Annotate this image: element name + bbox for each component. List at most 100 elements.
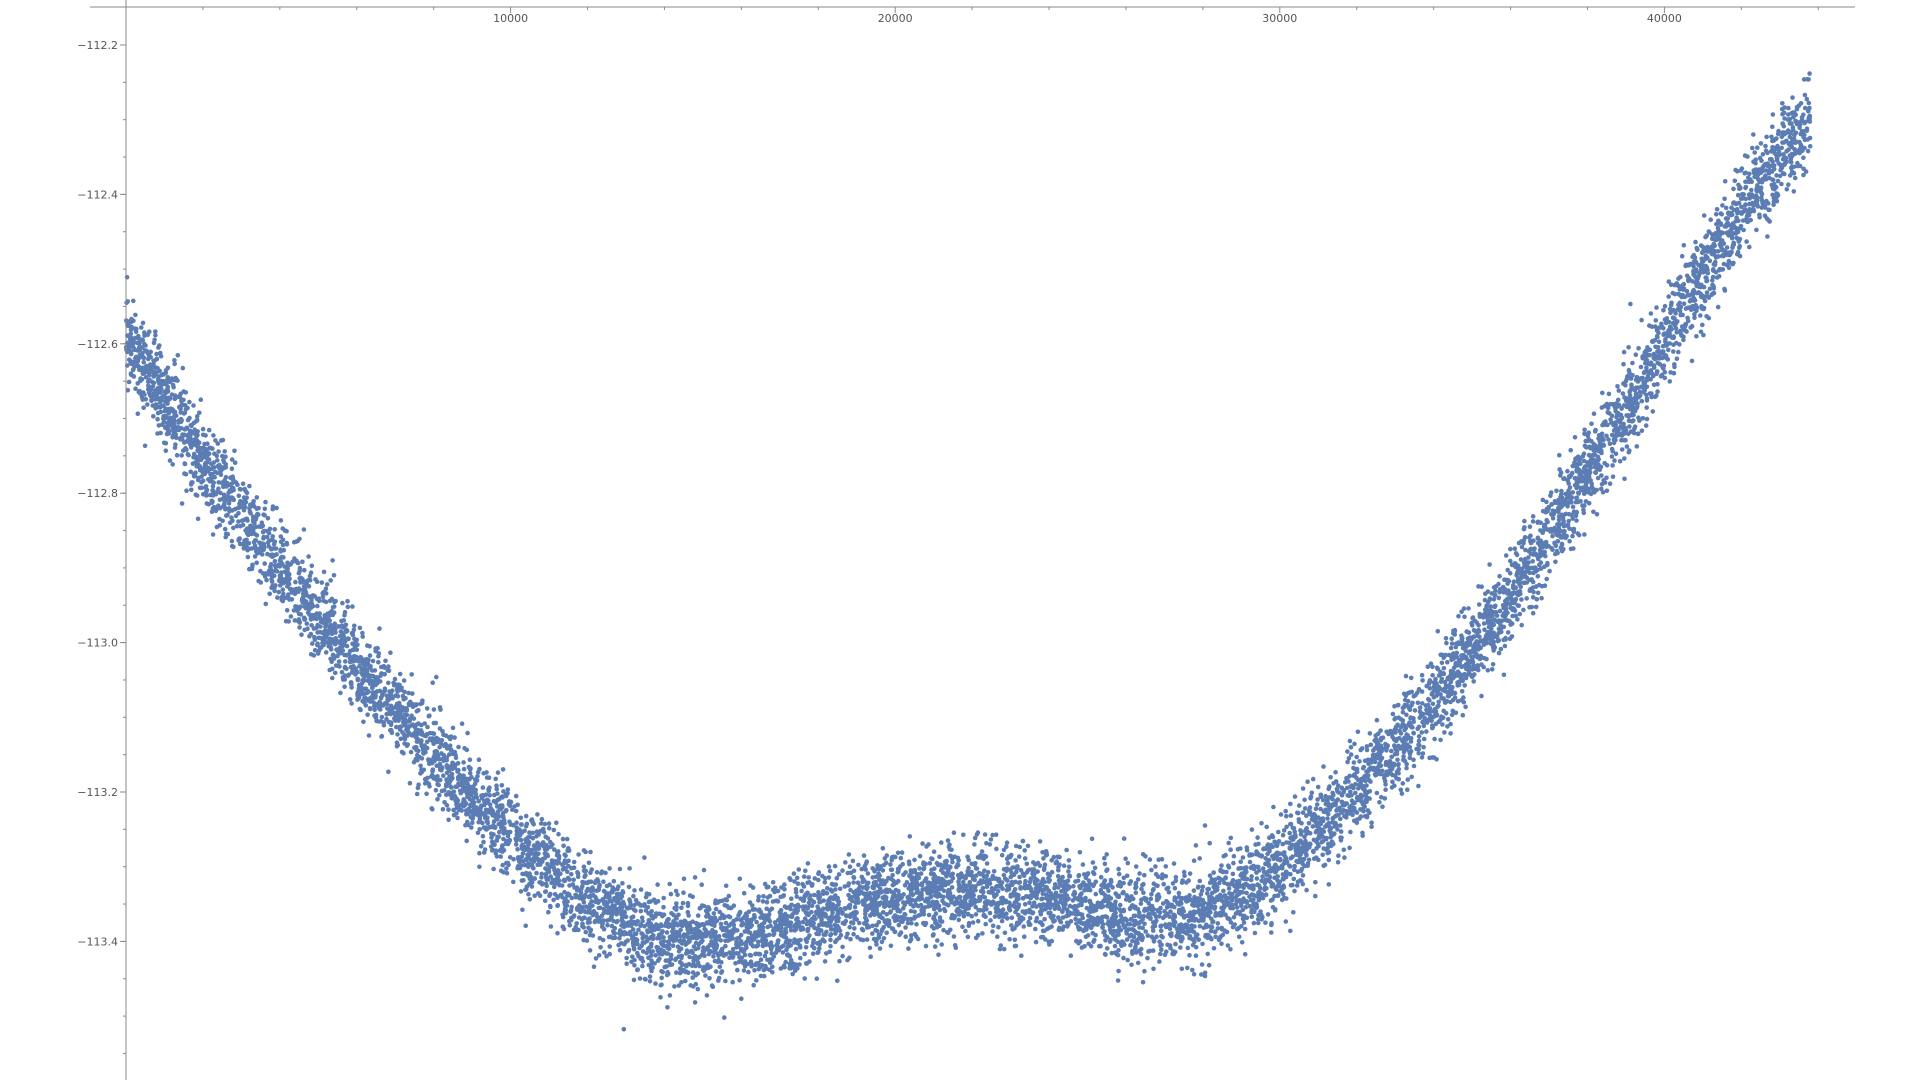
- data-point: [1747, 171, 1752, 177]
- data-point: [1567, 538, 1572, 544]
- data-point: [513, 808, 519, 814]
- data-point: [1482, 597, 1488, 603]
- data-point: [167, 458, 173, 463]
- data-point: [1409, 774, 1414, 780]
- data-point: [1019, 953, 1024, 958]
- data-point: [1621, 403, 1627, 408]
- data-point: [363, 703, 369, 708]
- data-point: [1017, 844, 1023, 850]
- data-point: [409, 672, 415, 677]
- data-point: [1102, 855, 1107, 861]
- data-point: [953, 945, 959, 950]
- data-point: [848, 936, 853, 942]
- data-point: [840, 910, 845, 915]
- data-point: [1342, 855, 1347, 860]
- data-point: [1017, 880, 1023, 885]
- data-point: [1609, 454, 1615, 459]
- data-point: [328, 578, 334, 583]
- data-point: [990, 923, 996, 929]
- data-point: [1338, 829, 1344, 834]
- data-point: [1072, 889, 1077, 895]
- data-point: [546, 821, 552, 826]
- data-point: [868, 954, 873, 959]
- data-point: [357, 625, 363, 631]
- data-point: [1311, 856, 1317, 861]
- data-point: [879, 939, 885, 945]
- data-point: [507, 829, 513, 835]
- data-point: [1228, 947, 1233, 952]
- data-point: [1374, 717, 1380, 723]
- data-point: [655, 882, 660, 887]
- data-point: [1622, 456, 1627, 461]
- data-point: [1807, 144, 1813, 149]
- data-point: [208, 461, 214, 467]
- data-point: [543, 889, 549, 894]
- data-point: [1722, 196, 1727, 202]
- data-point: [562, 852, 567, 857]
- data-point: [1087, 887, 1093, 893]
- data-point: [1012, 937, 1018, 943]
- data-point: [1002, 930, 1008, 936]
- data-point: [760, 899, 766, 904]
- data-point: [183, 472, 189, 477]
- data-point: [555, 930, 560, 936]
- data-point: [1300, 873, 1306, 878]
- data-point: [1022, 902, 1028, 907]
- data-point: [1701, 332, 1706, 338]
- data-point: [1193, 843, 1199, 848]
- data-point: [502, 820, 507, 826]
- data-point: [1453, 644, 1459, 650]
- data-point: [518, 815, 524, 821]
- data-point: [461, 766, 467, 772]
- data-point: [1477, 611, 1482, 617]
- data-point: [1581, 458, 1587, 464]
- data-point: [793, 946, 799, 952]
- data-point: [1667, 379, 1673, 384]
- data-point: [920, 841, 925, 846]
- data-point: [292, 618, 298, 623]
- data-point: [673, 957, 678, 962]
- data-point: [771, 932, 776, 938]
- data-point: [1403, 673, 1409, 679]
- data-point: [254, 495, 260, 500]
- data-point: [697, 906, 703, 911]
- data-point: [1684, 329, 1689, 334]
- data-point: [1550, 515, 1556, 521]
- data-point: [1702, 298, 1708, 304]
- data-point: [163, 448, 169, 454]
- data-point: [1724, 245, 1730, 250]
- data-point: [538, 828, 543, 834]
- data-point: [1570, 463, 1576, 469]
- data-point: [1527, 524, 1533, 529]
- data-point: [1505, 630, 1511, 635]
- data-point: [1582, 532, 1587, 537]
- data-point: [530, 820, 536, 826]
- data-point: [1708, 217, 1713, 222]
- data-point: [898, 855, 904, 861]
- data-point: [746, 969, 751, 975]
- data-point: [1666, 347, 1671, 353]
- data-point: [218, 465, 224, 470]
- data-point: [1140, 979, 1146, 985]
- data-point: [1764, 134, 1769, 140]
- data-point: [852, 904, 858, 910]
- data-point: [825, 907, 831, 912]
- data-point: [975, 918, 981, 924]
- data-point: [1368, 779, 1373, 784]
- data-point: [1328, 843, 1334, 849]
- data-points-layer: [123, 71, 1813, 1032]
- data-point: [184, 488, 189, 494]
- data-point: [747, 900, 753, 905]
- data-point: [1505, 567, 1510, 573]
- data-point: [133, 386, 138, 392]
- data-point: [1491, 585, 1497, 590]
- data-point: [518, 889, 524, 894]
- data-point: [1481, 621, 1487, 626]
- data-point: [1523, 547, 1528, 553]
- data-point: [965, 934, 971, 940]
- data-point: [229, 538, 235, 544]
- data-point: [338, 629, 344, 634]
- data-point: [1610, 474, 1616, 480]
- data-point: [367, 644, 372, 649]
- data-point: [1014, 906, 1020, 912]
